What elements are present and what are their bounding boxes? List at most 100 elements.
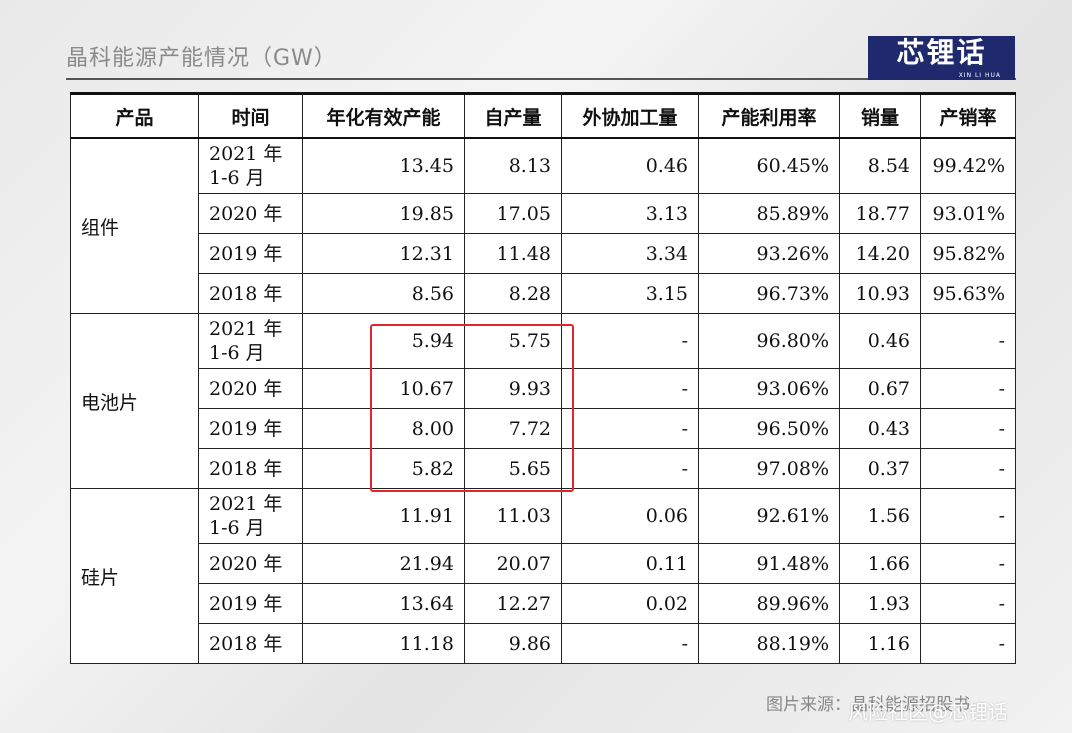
self-cell: 8.28	[464, 273, 562, 314]
ratio-cell: -	[920, 623, 1016, 664]
outsource-cell: -	[561, 448, 699, 489]
brand-logo: 芯锂话 XIN LI HUA	[868, 36, 1015, 80]
sales-cell: 1.56	[839, 488, 921, 544]
self-cell: 20.07	[464, 543, 562, 584]
table-row: 2019 年 12.31 11.48 3.34 93.26% 14.20 95.82%	[71, 233, 1016, 274]
util-cell: 88.19%	[698, 623, 840, 664]
self-cell: 9.93	[464, 368, 562, 409]
ratio-cell: 93.01%	[920, 193, 1016, 234]
util-cell: 85.89%	[698, 193, 840, 234]
util-cell: 96.80%	[698, 313, 840, 369]
time-cell: 2019 年	[198, 583, 303, 624]
header-cell: 年化有效产能	[302, 92, 465, 139]
header-cell: 产能利用率	[698, 92, 840, 139]
util-cell: 91.48%	[698, 543, 840, 584]
ratio-cell: -	[920, 583, 1016, 624]
ratio-cell: 95.82%	[920, 233, 1016, 274]
ratio-cell: 99.42%	[920, 137, 1016, 194]
self-cell: 8.13	[464, 137, 562, 194]
table-row: 2019 年 13.64 12.27 0.02 89.96% 1.93-	[71, 583, 1016, 624]
time-cell: 2021 年 1-6 月	[198, 313, 303, 369]
page-title: 晶科能源产能情况（GW）	[66, 46, 337, 71]
sales-cell: 10.93	[839, 273, 921, 314]
util-cell: 97.08%	[698, 448, 840, 489]
time-cell: 2020 年	[198, 193, 303, 234]
capacity-cell: 10.67	[302, 368, 465, 409]
capacity-cell: 11.91	[302, 488, 465, 544]
outsource-cell: 0.06	[561, 488, 699, 544]
header-cell: 销量	[839, 92, 921, 139]
util-cell: 96.50%	[698, 408, 840, 449]
capacity-cell: 13.64	[302, 583, 465, 624]
ratio-cell: -	[920, 448, 1016, 489]
util-cell: 93.06%	[698, 368, 840, 409]
ratio-cell: -	[920, 488, 1016, 544]
table-row: 2020 年 21.94 20.07 0.11 91.48% 1.66-	[71, 543, 1016, 584]
outsource-cell: 3.15	[561, 273, 699, 314]
util-cell: 93.26%	[698, 233, 840, 274]
outsource-cell: -	[561, 368, 699, 409]
sales-cell: 1.16	[839, 623, 921, 664]
time-cell: 2018 年	[198, 623, 303, 664]
table-row: 硅片 2021 年 1-6 月 11.91 11.03 0.06 92.61% 1.56-	[70, 488, 1016, 664]
sales-cell: 1.66	[839, 543, 921, 584]
self-cell: 12.27	[464, 583, 562, 624]
time-cell: 2019 年	[198, 408, 303, 449]
title-divider	[66, 78, 1016, 80]
sales-cell: 0.37	[839, 448, 921, 489]
time-cell: 2018 年	[198, 448, 303, 489]
table-row: 2020 年 19.85 17.05 3.13 85.89% 18.77 93.01%	[71, 193, 1016, 234]
logo-text: 芯锂话	[896, 36, 987, 69]
header-cell: 外协加工量	[561, 92, 699, 139]
ratio-cell: -	[920, 313, 1016, 369]
outsource-cell: 0.46	[561, 137, 699, 194]
product-cell: 硅片	[70, 488, 199, 664]
outsource-cell: -	[561, 408, 699, 449]
capacity-cell: 19.85	[302, 193, 465, 234]
util-cell: 92.61%	[698, 488, 840, 544]
header-cell: 时间	[198, 92, 303, 139]
capacity-cell: 8.00	[302, 408, 465, 449]
table-row: 2020 年 10.67 9.93-93.06% 0.67-	[71, 368, 1016, 409]
self-cell: 9.86	[464, 623, 562, 664]
sales-cell: 14.20	[839, 233, 921, 274]
logo-subtext: XIN LI HUA	[958, 72, 1001, 79]
sales-cell: 8.54	[839, 137, 921, 194]
capacity-cell: 5.94	[302, 313, 465, 369]
product-cell: 电池片	[70, 313, 199, 489]
watermark: 风险社区@芯锂话	[848, 700, 1008, 724]
header-cell: 产品	[70, 92, 199, 139]
outsource-cell: -	[561, 313, 699, 369]
self-cell: 5.65	[464, 448, 562, 489]
ratio-cell: 95.63%	[920, 273, 1016, 314]
sales-cell: 0.67	[839, 368, 921, 409]
outsource-cell: 3.34	[561, 233, 699, 274]
capacity-table: 产品 时间 年化有效产能 自产量 外协加工量 产能利用率 销量 产销率 组件 20…	[70, 92, 1016, 664]
outsource-cell: 0.11	[561, 543, 699, 584]
sales-cell: 18.77	[839, 193, 921, 234]
table-row: 2018 年 8.56 8.28 3.15 96.73% 10.93 95.63%	[71, 273, 1016, 314]
table-row: 2018 年 11.18 9.86-88.19% 1.16-	[71, 623, 1016, 664]
table-row: 2018 年 5.82 5.65-97.08% 0.37-	[71, 448, 1016, 489]
table-row: 2019 年 8.00 7.72-96.50% 0.43-	[71, 408, 1016, 449]
util-cell: 60.45%	[698, 137, 840, 194]
ratio-cell: -	[920, 368, 1016, 409]
outsource-cell: 0.02	[561, 583, 699, 624]
source-note: 图片来源：晶科能源招股书	[766, 695, 970, 715]
capacity-cell: 21.94	[302, 543, 465, 584]
product-cell: 组件	[70, 137, 199, 314]
self-cell: 11.48	[464, 233, 562, 274]
sales-cell: 1.93	[839, 583, 921, 624]
capacity-cell: 12.31	[302, 233, 465, 274]
self-cell: 17.05	[464, 193, 562, 234]
util-cell: 89.96%	[698, 583, 840, 624]
outsource-cell: 3.13	[561, 193, 699, 234]
util-cell: 96.73%	[698, 273, 840, 314]
capacity-cell: 5.82	[302, 448, 465, 489]
table-row: 组件 2021 年 1-6 月 13.45 8.13 0.46 60.45% 8.54 99.4…	[70, 137, 1016, 314]
time-cell: 2021 年 1-6 月	[198, 137, 303, 194]
capacity-cell: 13.45	[302, 137, 465, 194]
capacity-cell: 11.18	[302, 623, 465, 664]
ratio-cell: -	[920, 408, 1016, 449]
self-cell: 5.75	[464, 313, 562, 369]
